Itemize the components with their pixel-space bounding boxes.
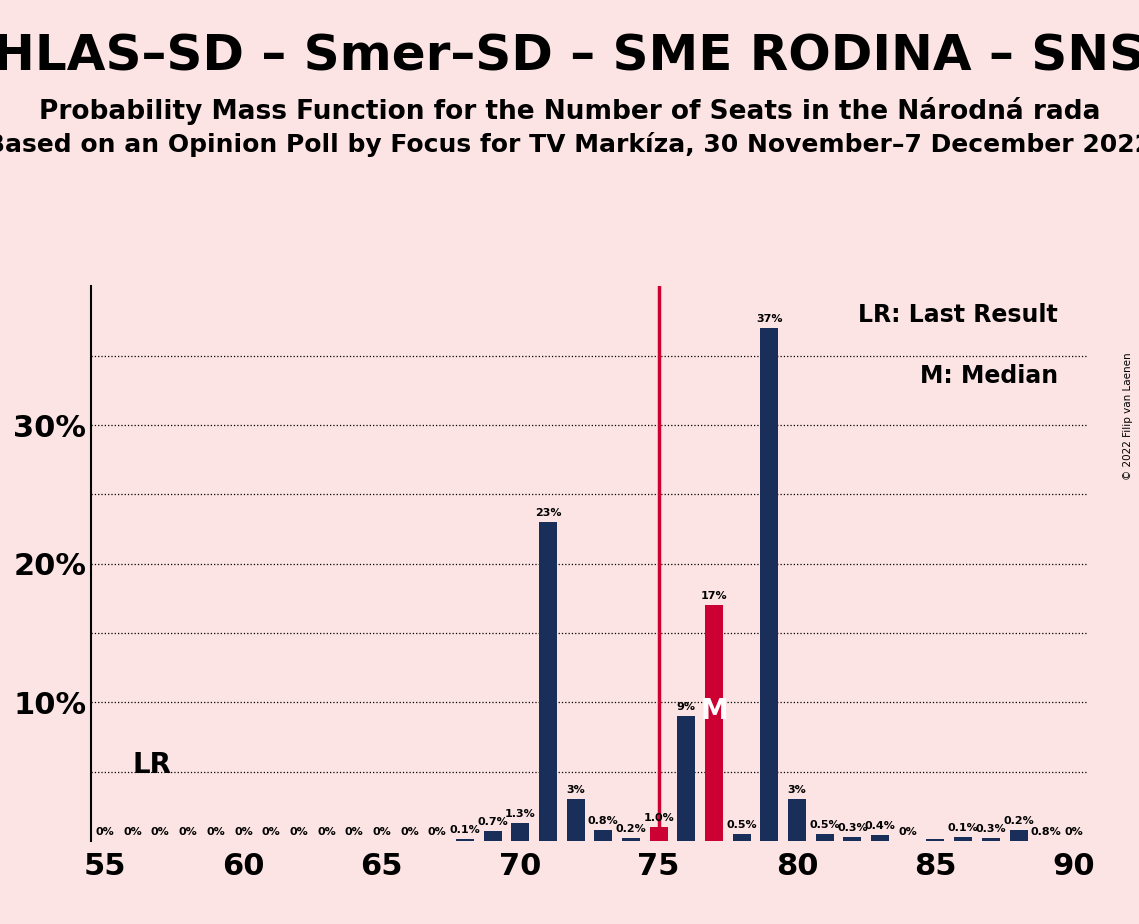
Bar [678, 716, 695, 841]
Bar [595, 830, 613, 841]
Text: 0.2%: 0.2% [1003, 816, 1034, 826]
Text: 0%: 0% [400, 827, 419, 837]
Text: HLAS–SD – Smer–SD – SME RODINA – SNS: HLAS–SD – Smer–SD – SME RODINA – SNS [0, 32, 1139, 80]
Bar [732, 833, 751, 841]
Bar [954, 837, 973, 841]
Bar [761, 328, 778, 841]
Text: 0%: 0% [1065, 827, 1083, 837]
Text: 0.8%: 0.8% [1031, 827, 1062, 837]
Text: 0%: 0% [372, 827, 391, 837]
Text: 0.5%: 0.5% [727, 820, 757, 830]
Text: 0%: 0% [317, 827, 336, 837]
Bar [539, 522, 557, 841]
Text: 0.1%: 0.1% [450, 825, 481, 835]
Text: 0.5%: 0.5% [810, 820, 841, 830]
Text: 0%: 0% [899, 827, 917, 837]
Text: 0%: 0% [123, 827, 142, 837]
Text: 0%: 0% [233, 827, 253, 837]
Text: LR: Last Result: LR: Last Result [858, 303, 1058, 327]
Bar [622, 838, 640, 841]
Text: 0%: 0% [206, 827, 226, 837]
Text: 9%: 9% [677, 702, 696, 711]
Text: 0%: 0% [151, 827, 170, 837]
Text: M: Median: M: Median [919, 364, 1058, 388]
Text: 0.3%: 0.3% [837, 822, 868, 833]
Text: 1.3%: 1.3% [505, 808, 535, 819]
Text: 0%: 0% [289, 827, 309, 837]
Text: 0%: 0% [179, 827, 197, 837]
Bar [982, 838, 1000, 841]
Text: 0%: 0% [428, 827, 446, 837]
Text: 0.3%: 0.3% [975, 824, 1006, 833]
Text: Probability Mass Function for the Number of Seats in the Národná rada: Probability Mass Function for the Number… [39, 97, 1100, 125]
Text: 0.7%: 0.7% [477, 817, 508, 827]
Text: 3%: 3% [788, 785, 806, 795]
Bar [788, 799, 806, 841]
Bar [566, 799, 584, 841]
Text: 0%: 0% [96, 827, 114, 837]
Bar [484, 832, 501, 841]
Text: Based on an Opinion Poll by Focus for TV Markíza, 30 November–7 December 2022: Based on an Opinion Poll by Focus for TV… [0, 132, 1139, 157]
Text: 23%: 23% [534, 508, 562, 517]
Bar [456, 839, 474, 841]
Text: 37%: 37% [756, 314, 782, 324]
Bar [844, 837, 861, 841]
Text: 0.8%: 0.8% [588, 816, 618, 826]
Text: LR: LR [132, 750, 172, 779]
Bar [816, 833, 834, 841]
Text: 0.1%: 0.1% [948, 822, 978, 833]
Text: 17%: 17% [700, 591, 728, 602]
Text: 1.0%: 1.0% [644, 813, 674, 822]
Text: © 2022 Filip van Laenen: © 2022 Filip van Laenen [1123, 352, 1133, 480]
Text: 0.4%: 0.4% [865, 821, 895, 832]
Bar [649, 827, 667, 841]
Bar [871, 835, 890, 841]
Text: 0%: 0% [262, 827, 280, 837]
Text: 0%: 0% [345, 827, 363, 837]
Bar [926, 839, 944, 841]
Text: M: M [700, 698, 728, 725]
Bar [705, 605, 723, 841]
Text: 0.2%: 0.2% [615, 824, 646, 833]
Text: 3%: 3% [566, 785, 585, 795]
Bar [1009, 830, 1027, 841]
Bar [511, 822, 530, 841]
